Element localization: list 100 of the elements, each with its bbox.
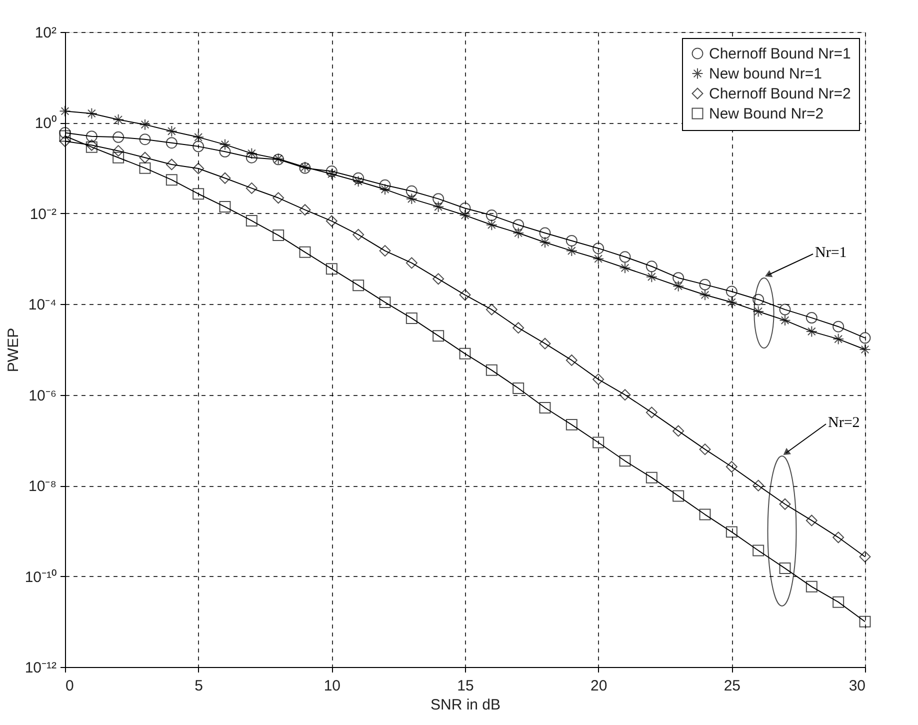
point <box>646 472 658 484</box>
point <box>86 108 98 120</box>
point <box>752 294 764 306</box>
point <box>326 215 338 227</box>
point <box>726 461 738 472</box>
point <box>486 210 498 222</box>
point <box>352 172 364 184</box>
point <box>779 314 791 326</box>
point <box>672 425 684 437</box>
point <box>832 596 844 608</box>
point <box>112 145 124 157</box>
x-tick-label: 0 <box>66 678 74 694</box>
y-tick-label: 10⁻⁸ <box>28 478 56 496</box>
y-tick-label: 10⁻² <box>30 206 56 223</box>
y-tick-label: 10⁻¹⁰ <box>24 568 56 586</box>
point <box>646 406 658 418</box>
point <box>806 312 818 324</box>
point <box>672 490 684 502</box>
point <box>432 201 444 213</box>
point <box>326 166 338 178</box>
point <box>139 162 151 174</box>
point <box>859 550 871 562</box>
point <box>806 514 818 526</box>
point <box>779 562 791 574</box>
point <box>299 204 311 216</box>
point <box>486 364 498 376</box>
point <box>326 263 338 275</box>
point <box>779 498 791 510</box>
point <box>432 273 444 285</box>
point <box>672 272 684 284</box>
x-axis-title: SNR in dB <box>430 696 501 714</box>
point <box>246 182 258 194</box>
point <box>299 246 311 258</box>
point <box>539 227 551 239</box>
legend-label: Chernoff Bound Nr=1 <box>709 46 851 62</box>
point <box>166 125 178 137</box>
x-tick-label: 15 <box>457 678 474 694</box>
point <box>619 251 631 263</box>
x-tick-label: 20 <box>590 678 608 694</box>
point <box>352 228 364 240</box>
point <box>539 402 551 414</box>
point <box>592 436 604 448</box>
point <box>459 348 471 360</box>
x-tick-label: 5 <box>194 678 204 694</box>
point <box>192 188 204 200</box>
point <box>752 544 764 556</box>
point <box>566 418 578 430</box>
point <box>566 354 578 366</box>
point <box>379 245 391 257</box>
point <box>486 219 498 231</box>
point <box>166 158 178 170</box>
point <box>219 146 231 158</box>
point <box>112 131 124 143</box>
point <box>726 286 738 298</box>
point <box>699 289 711 301</box>
point <box>832 532 844 544</box>
point <box>246 148 258 160</box>
point <box>672 280 684 292</box>
y-tick-label: 10⁰ <box>34 115 56 132</box>
point <box>459 202 471 214</box>
point <box>752 306 764 318</box>
point <box>459 289 471 301</box>
point <box>219 172 231 184</box>
point <box>59 136 71 148</box>
point <box>619 389 631 401</box>
point <box>806 580 818 592</box>
point <box>406 257 418 269</box>
point <box>646 271 658 283</box>
point <box>592 242 604 254</box>
x-tick-label: 25 <box>724 678 741 694</box>
y-tick-label: 10⁻¹² <box>24 660 56 676</box>
point <box>139 152 151 164</box>
point <box>139 118 151 130</box>
point <box>859 616 871 628</box>
point <box>379 296 391 308</box>
point <box>806 326 818 338</box>
x-tick-label: 10 <box>324 678 341 694</box>
point <box>859 332 871 344</box>
point <box>192 162 204 174</box>
point <box>699 278 711 290</box>
point <box>59 105 71 117</box>
point <box>566 245 578 257</box>
point <box>726 296 738 308</box>
point <box>832 320 844 332</box>
point <box>219 201 231 213</box>
point <box>619 262 631 274</box>
point <box>406 185 418 197</box>
point <box>326 168 338 180</box>
y-axis-title: PWEP <box>4 328 22 372</box>
point <box>112 114 124 126</box>
point <box>539 338 551 350</box>
point <box>779 304 791 316</box>
point <box>166 137 178 149</box>
legend-label: New Bound Nr=2 <box>709 106 824 122</box>
y-tick-label: 10² <box>34 24 56 42</box>
point <box>219 138 231 150</box>
point <box>512 219 524 231</box>
y-tick-label: 10⁻⁶ <box>28 387 56 404</box>
point <box>59 127 71 139</box>
x-tick-label: 30 <box>848 678 866 694</box>
